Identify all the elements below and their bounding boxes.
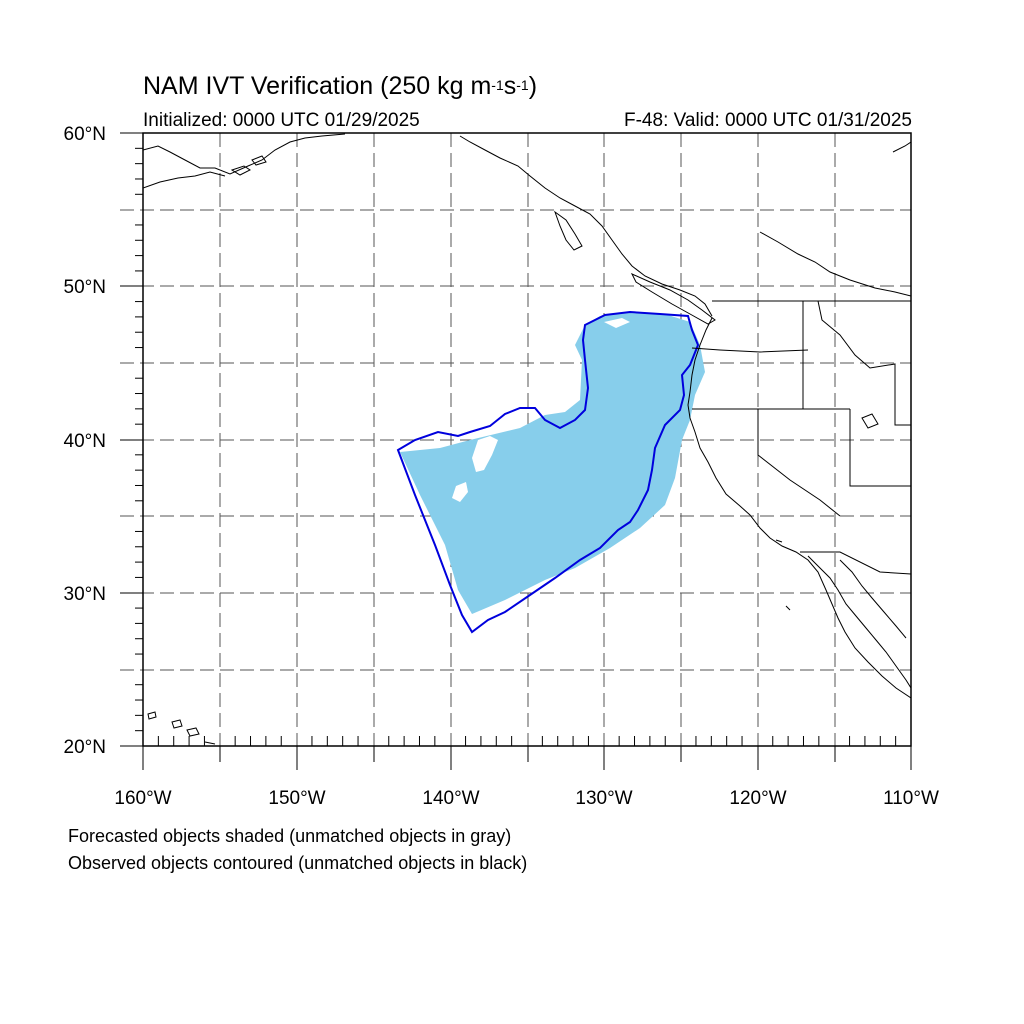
- nv-ut-border: [849, 409, 911, 487]
- valid-time-label: F-48: Valid: 0000 UTC 01/31/2025: [624, 110, 912, 131]
- forecast-gap-small: [452, 482, 468, 502]
- lat-label-40n: 40°N: [64, 431, 106, 452]
- forecast-gap-top: [604, 318, 630, 328]
- lake-tahoe-region: [861, 413, 879, 429]
- baja-peninsula: [807, 555, 911, 689]
- gulf-of-california-east: [839, 559, 907, 639]
- ca-nv-border: [757, 409, 841, 517]
- graticule: [120, 133, 911, 746]
- lon-label-130w: 130°W: [575, 788, 632, 809]
- hawaii-island-4: [204, 741, 216, 745]
- bc-coast: [459, 135, 713, 317]
- lat-label-50n: 50°N: [64, 277, 106, 298]
- hawaii-island-1: [147, 711, 157, 720]
- alaska-coast: [143, 133, 346, 175]
- observed-ivt-contour: [396, 310, 700, 634]
- forecast-ivt-object: [400, 312, 705, 614]
- lon-label-140w: 140°W: [422, 788, 479, 809]
- observed-legend-note: Observed objects contoured (unmatched ob…: [68, 853, 528, 873]
- canada-interior-line: [759, 231, 911, 297]
- bc-top-right: [892, 141, 911, 153]
- alaska-island-1: [230, 165, 251, 176]
- minor-ticks: [135, 147, 897, 746]
- forecast-gap-north: [472, 436, 498, 472]
- lat-label-20n: 20°N: [64, 737, 106, 758]
- hawaii-island-3: [186, 727, 200, 737]
- lon-label-150w: 150°W: [268, 788, 325, 809]
- lat-label-60n: 60°N: [64, 124, 106, 145]
- vancouver-island: [630, 272, 716, 325]
- alaska-island-2: [251, 155, 267, 166]
- lon-label-110w: 110°W: [883, 788, 939, 809]
- hawaii-islands: [147, 711, 216, 745]
- axis-ticks: [120, 132, 912, 770]
- lat-label-30n: 30°N: [64, 584, 106, 605]
- haida-gwaii: [553, 210, 583, 251]
- map-title: NAM IVT Verification (250 kg m-1s-1): [143, 72, 538, 100]
- init-time-label: Initialized: 0000 UTC 01/29/2025: [143, 110, 420, 131]
- lon-label-120w: 120°W: [729, 788, 786, 809]
- forecast-legend-note: Forecasted objects shaded (unmatched obj…: [68, 826, 512, 846]
- channel-islands: [775, 539, 791, 611]
- lon-label-160w: 160°W: [114, 788, 171, 809]
- us-mexico-border: [800, 551, 911, 575]
- wa-or-border: [691, 347, 809, 353]
- hawaii-island-2: [171, 719, 183, 729]
- alaska-coast-2: [143, 171, 226, 189]
- coastlines: [143, 133, 911, 699]
- us-west-coast: [687, 317, 911, 699]
- rockies-border: [817, 300, 911, 426]
